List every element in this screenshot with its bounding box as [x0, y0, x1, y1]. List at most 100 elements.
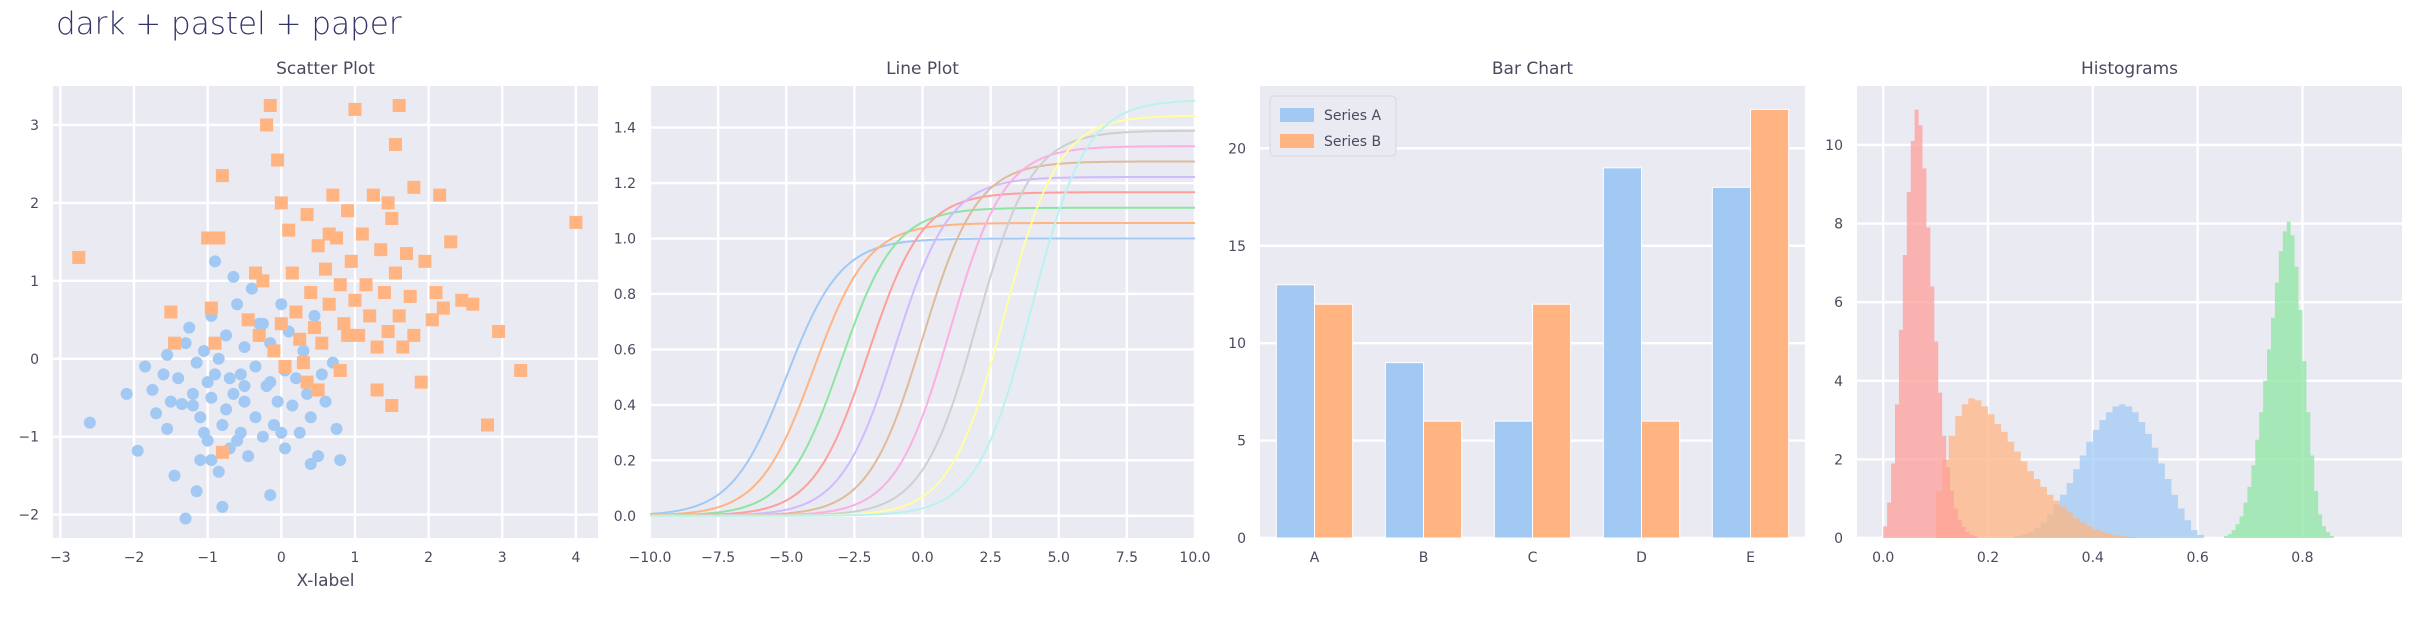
- x-tick-label: D: [1636, 550, 1647, 566]
- x-tick-label: 1: [350, 550, 359, 566]
- scatter-square-point: [263, 98, 277, 112]
- scatter-circle-point: [304, 411, 317, 424]
- scatter-circle-point: [194, 454, 207, 467]
- y-tick-label: 3: [30, 118, 39, 134]
- bar: [1493, 420, 1533, 539]
- bar: [1384, 362, 1424, 539]
- scatter-circle-point: [201, 434, 214, 447]
- scatter-circle-point: [264, 489, 277, 502]
- scatter-circle-point: [186, 387, 199, 400]
- scatter-circle-point: [319, 395, 332, 408]
- scatter-circle-point: [245, 282, 258, 295]
- scatter-square-point: [311, 239, 325, 253]
- scatter-square-point: [407, 180, 421, 194]
- bar: [1641, 420, 1681, 539]
- scatter-square-point: [215, 445, 229, 459]
- x-tick-label: 0: [277, 550, 286, 566]
- x-tick-label: 0.4: [2082, 550, 2104, 566]
- sigmoid-line: [649, 206, 1195, 517]
- scatter-circle-point: [212, 465, 225, 478]
- scatter-square-point: [403, 289, 417, 303]
- scatter-circle-point: [227, 270, 240, 283]
- scatter-square-point: [381, 324, 395, 338]
- y-tick-label: 0: [1834, 531, 1843, 547]
- scatter-circle-point: [301, 387, 314, 400]
- histogram-bars: [2223, 221, 2334, 538]
- scatter-circle-point: [120, 387, 133, 400]
- x-tick-label: 2: [424, 550, 433, 566]
- scatter-circle-point: [238, 341, 251, 354]
- scatter-circle-point: [139, 360, 152, 373]
- scatter-circle-point: [220, 403, 233, 416]
- bar: [1711, 186, 1751, 539]
- scatter-square-point: [514, 363, 528, 377]
- scatter-square-point: [293, 332, 307, 346]
- scatter-square-point: [481, 418, 495, 432]
- scatter-circle-point: [330, 422, 343, 435]
- scatter-square-point: [385, 399, 399, 413]
- scatter-circle-point: [275, 298, 288, 311]
- scatter-square-point: [344, 254, 358, 268]
- scatter-square-point: [267, 344, 281, 358]
- scatter-circle-point: [172, 372, 185, 385]
- scatter-circle-point: [131, 444, 144, 457]
- y-tick-label: 10: [1228, 336, 1246, 352]
- scatter-circle-point: [227, 387, 240, 400]
- scatter-circle-point: [150, 407, 163, 420]
- scatter-square-point: [388, 266, 402, 280]
- scatter-circle-point: [231, 434, 244, 447]
- bar: [1532, 303, 1572, 539]
- y-tick-label: 0.8: [614, 287, 636, 303]
- x-tick-label: −2: [124, 550, 145, 566]
- scatter-circle-point: [304, 457, 317, 470]
- scatter-square-point: [304, 286, 318, 300]
- y-tick-label: 2: [1834, 452, 1843, 468]
- scatter-circle-point: [334, 454, 347, 467]
- scatter-circle-point: [190, 356, 203, 369]
- scatter-circle-point: [267, 419, 280, 431]
- y-tick-label: 5: [1237, 434, 1246, 450]
- scatter-circle-point: [278, 442, 291, 455]
- y-tick-label: 1.4: [614, 121, 636, 137]
- x-tick-label: C: [1528, 550, 1538, 566]
- scatter-square-point: [425, 313, 439, 327]
- y-tick-label: 0.0: [614, 509, 636, 525]
- x-tick-label: 10.0: [1179, 550, 1210, 566]
- y-tick-label: −2: [18, 508, 39, 524]
- scatter-square-point: [322, 227, 336, 241]
- plot-area: [53, 86, 598, 538]
- scatter-square-point: [392, 98, 406, 112]
- y-tick-label: 0: [30, 352, 39, 368]
- x-tick-label: −5.0: [769, 550, 803, 566]
- x-tick-label: 0.8: [2291, 550, 2313, 566]
- scatter-circle-point: [249, 360, 262, 373]
- scatter-square-point: [348, 293, 362, 307]
- scatter-circle-point: [256, 430, 269, 443]
- scatter-circle-point: [179, 512, 192, 525]
- scatter-circle-point: [197, 344, 210, 357]
- scatter-circle-point: [231, 298, 244, 311]
- scatter-square-point: [414, 375, 428, 389]
- bar: [1423, 420, 1463, 539]
- scatter-circle-point: [220, 329, 233, 342]
- scatter-square-point: [341, 204, 355, 218]
- scatter-circle-point: [286, 399, 299, 412]
- scatter-square-point: [363, 309, 377, 323]
- scatter-circle-point: [216, 500, 229, 513]
- scatter-square-point: [282, 223, 296, 237]
- scatter-square-point: [355, 227, 369, 241]
- scatter-circle-point: [271, 395, 284, 408]
- sigmoid-line: [649, 237, 1195, 515]
- x-tick-label: −2.5: [837, 550, 871, 566]
- scatter-circle-point: [201, 376, 214, 389]
- scatter-circle-point: [164, 395, 177, 408]
- scatter-square-point: [274, 317, 288, 331]
- x-tick-label: −3: [50, 550, 71, 566]
- bar: [1750, 108, 1790, 539]
- y-tick-label: 1: [30, 274, 39, 290]
- figure-suptitle: dark + pastel + paper: [56, 6, 402, 42]
- chart-3: Histograms 0 2 4 6 8 10 0.0 0.2 0.4 0.6 0.8: [1825, 59, 2402, 566]
- legend-label: Series B: [1324, 134, 1381, 150]
